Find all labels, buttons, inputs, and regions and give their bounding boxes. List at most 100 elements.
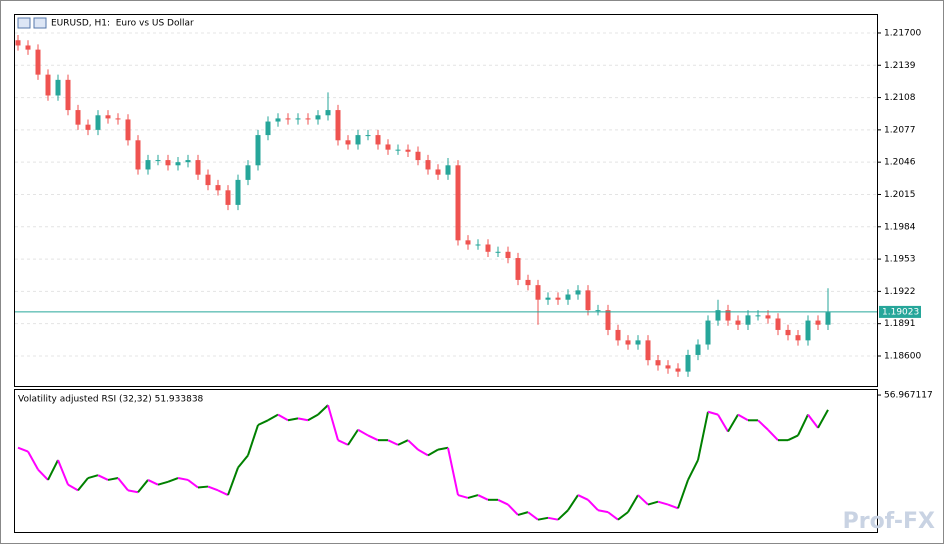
indicator-segment: [67, 483, 79, 492]
indicator-segment: [717, 414, 729, 433]
indicator-segment: [117, 477, 129, 491]
indicator-segment: [137, 479, 149, 493]
indicator-segment: [427, 448, 439, 457]
indicator-segment: [177, 477, 189, 481]
candle-body: [95, 115, 101, 130]
indicator-segment: [767, 429, 779, 441]
candle-body: [265, 121, 271, 136]
candle-body: [355, 135, 361, 145]
icon: [17, 17, 31, 29]
indicator-panel: [14, 389, 878, 533]
indicator-segment: [197, 485, 209, 489]
y-tick-label: 1.2015: [884, 190, 916, 200]
y-tick-label: 1.1953: [884, 255, 916, 265]
candle-body: [715, 310, 721, 321]
y-tick-label: 1.2108: [884, 93, 916, 103]
candle-body: [465, 240, 471, 245]
indicator-segment: [437, 446, 449, 451]
candle-body: [125, 119, 131, 141]
candle-body: [105, 115, 111, 119]
candle-body: [585, 290, 591, 311]
candle-body: [115, 118, 121, 120]
indicator-segment: [567, 494, 579, 511]
candle-body: [635, 340, 641, 345]
candle-body: [495, 251, 501, 253]
indicator-segment: [607, 511, 619, 521]
indicator-segment: [187, 479, 199, 489]
candle-body: [645, 340, 651, 361]
candle-body: [195, 160, 201, 175]
indicator-segment: [807, 414, 819, 429]
candle-body: [295, 118, 301, 120]
indicator-segment: [17, 446, 29, 453]
candle-body: [605, 310, 611, 330]
candle-body: [595, 310, 601, 312]
y-tick-label: 1.2077: [884, 125, 916, 135]
indicator-segment: [357, 428, 369, 437]
indicator-segment: [97, 474, 109, 481]
indicator-segment: [787, 434, 799, 442]
indicator-segment: [237, 454, 249, 469]
y-tick-label: 1.2139: [884, 61, 916, 71]
candle-body: [335, 110, 341, 141]
indicator-segment: [27, 451, 39, 471]
indicator-segment: [667, 503, 679, 510]
candle-body: [425, 160, 431, 170]
chart-title: EURUSD, H1: Euro vs US Dollar: [51, 19, 194, 29]
candle-body: [615, 329, 621, 341]
indicator-segment: [637, 494, 649, 506]
indicator-segment: [217, 489, 229, 496]
indicator-segment: [247, 424, 259, 456]
candle-body: [685, 354, 691, 372]
indicator-segment: [227, 467, 239, 496]
indicator-segment: [497, 498, 509, 506]
indicator-segment: [817, 409, 829, 429]
candle-body: [545, 297, 551, 300]
y-tick-label: 56.967117: [884, 391, 933, 401]
candle-body: [45, 74, 51, 96]
indicator-segment: [317, 404, 329, 416]
candle-body: [435, 169, 441, 175]
indicator-segment: [647, 500, 659, 506]
indicator-segment: [327, 404, 339, 441]
candle-body: [775, 318, 781, 330]
candle-body: [575, 290, 581, 295]
candle-body: [55, 79, 61, 96]
indicator-segment: [587, 499, 599, 511]
candle-body: [655, 360, 661, 366]
indicator-title: Volatility adjusted RSI (32,32) 51.93383…: [18, 395, 204, 405]
candle-body: [345, 140, 351, 145]
candle-body: [735, 320, 741, 325]
candle-body: [35, 49, 41, 75]
indicator-segment: [37, 468, 49, 481]
candle-body: [135, 140, 141, 170]
candle-body: [185, 160, 191, 163]
candle-body: [275, 118, 281, 122]
indicator-segment: [687, 459, 699, 481]
indicator-segment: [257, 419, 269, 426]
candle-body: [475, 244, 481, 246]
candle-body: [365, 135, 371, 137]
indicator-segment: [87, 474, 99, 480]
candle-body: [305, 118, 311, 120]
candle-body: [505, 251, 511, 259]
indicator-segment: [537, 516, 549, 521]
candle-body: [815, 320, 821, 325]
indicator-segment: [737, 413, 749, 422]
main-panel: [14, 14, 878, 387]
y-tick-label: 1.21700: [884, 28, 921, 38]
indicator-segment: [167, 477, 179, 483]
indicator-segment: [397, 439, 409, 446]
indicator-segment: [307, 413, 319, 422]
watermark: Prof-FX: [843, 509, 935, 534]
candle-body: [445, 165, 451, 175]
indicator-segment: [207, 485, 219, 492]
indicator-segment: [557, 509, 569, 521]
last-price-label: 1.19023: [882, 307, 919, 317]
indicator-segment: [447, 447, 459, 496]
indicator-segment: [47, 459, 59, 481]
candle-body: [805, 320, 811, 341]
candle-body: [745, 315, 751, 325]
